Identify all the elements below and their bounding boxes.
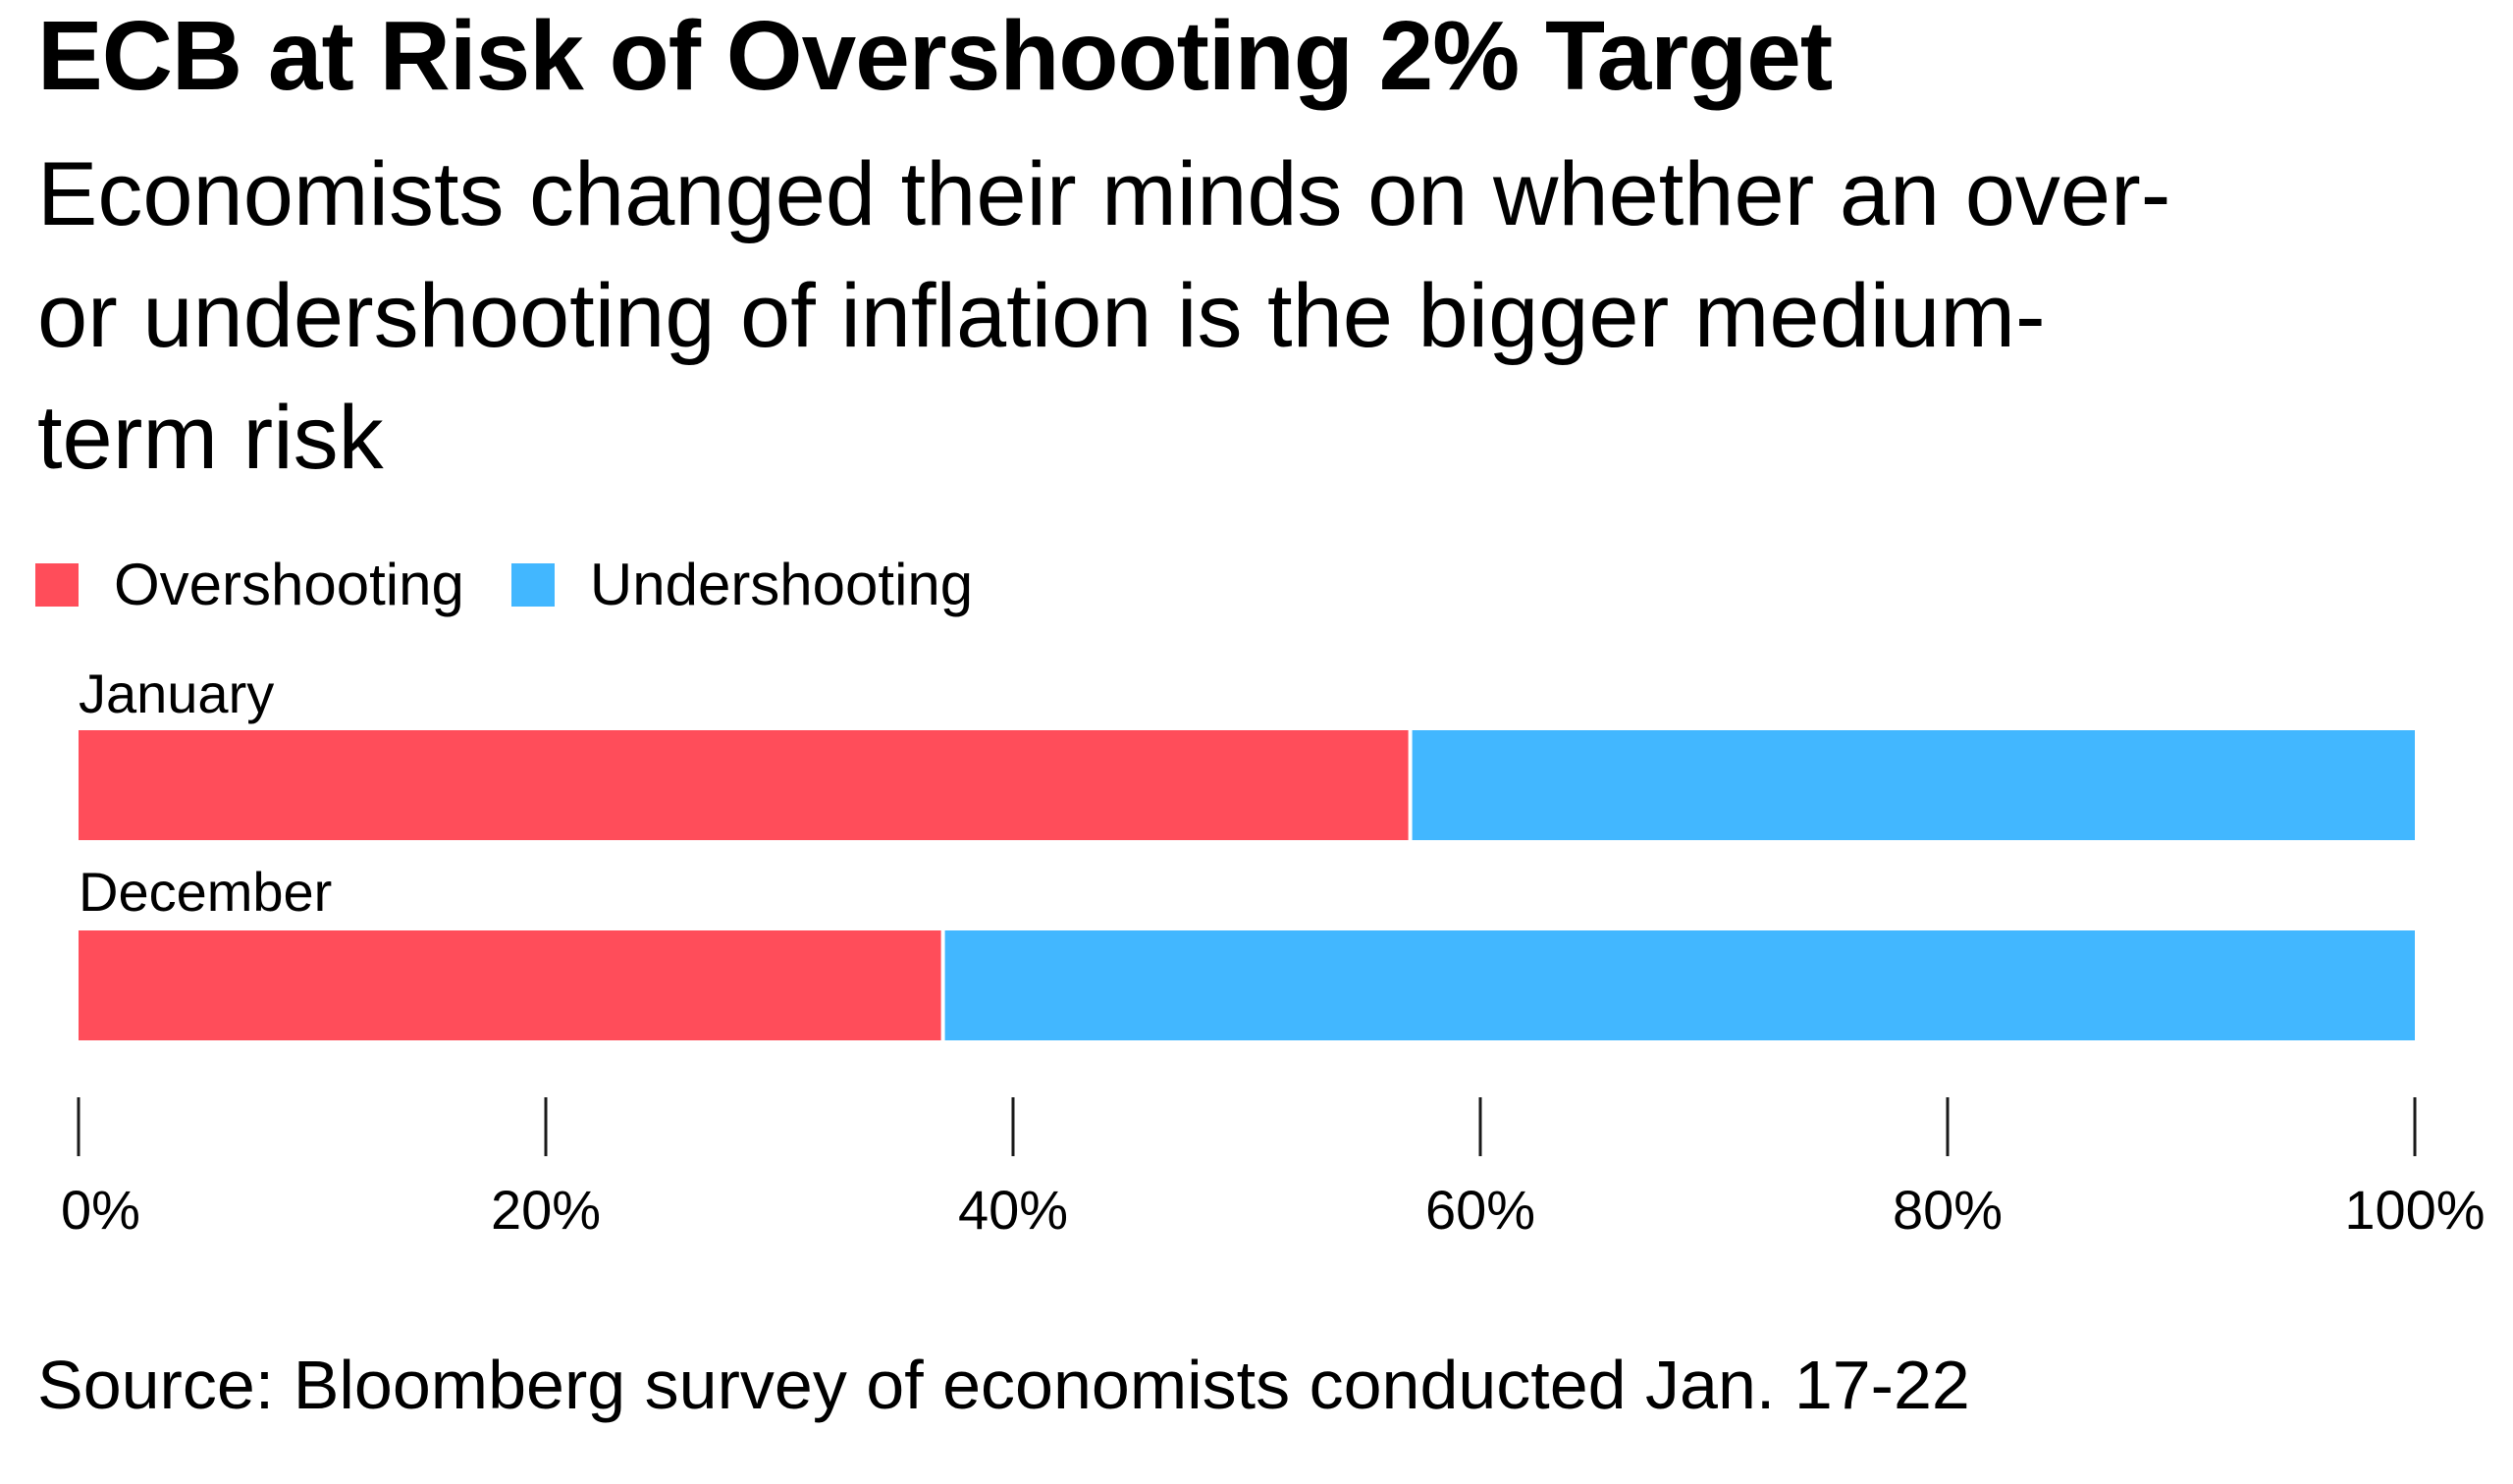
bar-december-overshooting: [79, 930, 943, 1040]
legend-swatch-undershooting: [510, 563, 555, 607]
chart-subtitle: Economists changed their minds on whethe…: [37, 133, 2472, 499]
x-tick-label-0: 0%: [61, 1179, 140, 1241]
x-tick-label-40: 40%: [958, 1179, 1068, 1241]
category-label-january: January: [79, 662, 274, 724]
legend-item-overshooting: Overshooting: [35, 546, 464, 624]
bar-december-undershooting: [942, 930, 2415, 1040]
legend-label-overshooting: Overshooting: [114, 552, 464, 617]
x-tick-label-80: 80%: [1893, 1179, 2003, 1241]
legend-swatch-overshooting: [35, 563, 79, 607]
legend-item-undershooting: Undershooting: [510, 546, 974, 624]
x-tick-label-20: 20%: [491, 1179, 601, 1241]
legend-label-undershooting: Undershooting: [589, 552, 974, 617]
x-tick-label-100: 100%: [2344, 1179, 2485, 1241]
x-tick-label-60: 60%: [1425, 1179, 1535, 1241]
chart-legend: Overshooting Undershooting: [35, 546, 1020, 624]
subtitle-line-3: term risk: [37, 388, 384, 488]
subtitle-line-1: Economists changed their minds on whethe…: [37, 144, 2171, 244]
chart-source: Source: Bloomberg survey of economists c…: [37, 1347, 1970, 1423]
bar-january-overshooting: [79, 730, 1411, 840]
stacked-bar-chart: January December 0% 20% 40% 60% 80% 100%: [61, 662, 2486, 1241]
bar-january-undershooting: [1410, 730, 2415, 840]
chart-title: ECB at Risk of Overshooting 2% Target: [37, 1, 1833, 111]
category-label-december: December: [79, 861, 332, 923]
subtitle-line-2: or undershooting of inflation is the big…: [37, 266, 2046, 366]
